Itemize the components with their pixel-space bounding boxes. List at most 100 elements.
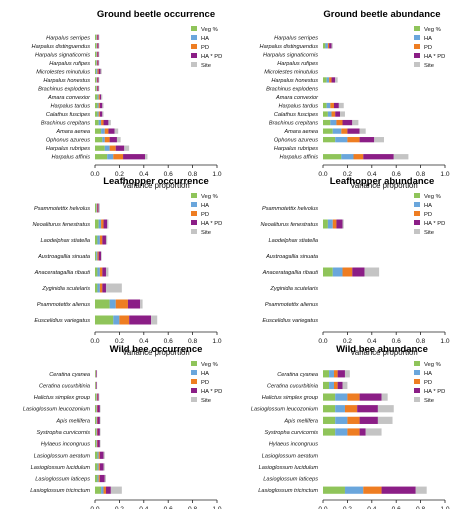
chart-6-bar-ha-pd xyxy=(357,405,378,413)
chart-3-category-label: Zyginidia scutelaris xyxy=(41,286,90,292)
chart-1-legend-label: HA xyxy=(201,36,209,42)
chart-3-bar-veg xyxy=(95,267,98,277)
chart-3-panel: Leafhopper occurrence Psammotettix helvol… xyxy=(32,176,222,357)
chart-3-bar-veg xyxy=(95,251,97,261)
chart-2-bar-pd xyxy=(327,43,330,49)
chart-3-x-tick-label: 0.6 xyxy=(164,338,173,345)
chart-1-bar-ha-pd xyxy=(99,111,103,117)
chart-5-x-tick-label: 1.0 xyxy=(212,506,221,509)
chart-5-category-label: Apis mellifera xyxy=(55,418,90,424)
chart-3-bar-pd xyxy=(99,283,103,293)
chart-2-bar-ha xyxy=(341,154,354,160)
chart-1-legend-swatch xyxy=(191,35,197,40)
chart-1-x-axis-label: Variance proportion xyxy=(122,181,189,190)
chart-1-category-label: Harpalus serripes xyxy=(46,35,90,41)
chart-4-x-axis-label: Variance proportion xyxy=(350,348,417,357)
chart-2-category-label: Harpalus rufipes xyxy=(277,61,318,67)
chart-3-bar-site xyxy=(151,315,158,325)
chart-2-category-label: Calathus fuscipes xyxy=(274,112,318,118)
chart-4-x-tick-label: 0.0 xyxy=(318,338,327,345)
chart-4-x-tick-label: 0.4 xyxy=(367,338,376,345)
chart-1-bar-ha-pd xyxy=(115,145,125,151)
chart-3-bar-ha xyxy=(97,235,100,245)
chart-6-legend-label: Site xyxy=(424,398,434,404)
chart-6-category-label: Lasioglossum laticeps xyxy=(263,477,318,483)
chart-5-legend-label: HA * PD xyxy=(201,389,222,395)
chart-2-bar-site xyxy=(352,119,359,126)
chart-4-bar-veg xyxy=(323,219,328,229)
chart-5-panel: Wild bee occurrence Ceratina cyanea Cerati… xyxy=(23,344,222,509)
chart-6-bar-ha-pd xyxy=(381,486,416,494)
chart-4-category-label: Psammotettix helvolus xyxy=(262,206,318,212)
chart-1-category-label: Harpalus tardus xyxy=(51,104,91,110)
chart-1-bar-pd xyxy=(101,119,104,126)
chart-4-category-label: Zyginidia scutelaris xyxy=(269,286,318,292)
chart-6-bar-site xyxy=(377,405,394,413)
chart-2-x-tick-label: 0.6 xyxy=(392,171,401,178)
chart-6-legend-swatch xyxy=(414,397,420,402)
chart-3-bar-pd xyxy=(96,203,98,213)
chart-3-legend-swatch xyxy=(191,229,197,234)
chart-2-bar-veg xyxy=(323,111,328,117)
chart-3-bar-ha-pd xyxy=(102,235,106,245)
chart-5-bar-veg xyxy=(95,474,98,483)
chart-1-bar-veg xyxy=(95,119,99,126)
chart-5-category-label: Lasioglossum lucidulum xyxy=(31,465,91,471)
chart-1-bar-veg xyxy=(95,77,97,83)
chart-1-x-tick-label: 1.0 xyxy=(212,171,221,178)
chart-2-bar-ha-pd xyxy=(359,137,375,143)
chart-2-bar-veg xyxy=(323,128,333,134)
chart-6-category-label: Lasioglossum aeratum xyxy=(262,453,319,459)
chart-5-bar-ha xyxy=(97,474,99,483)
chart-6-bar-ha-pd xyxy=(359,416,378,424)
chart-4-x-tick-label: 0.2 xyxy=(343,338,352,345)
chart-3-bar-ha xyxy=(97,283,100,293)
chart-6-bar-veg xyxy=(323,381,330,390)
chart-1-bar-ha-pd xyxy=(103,119,109,126)
chart-5-bar-ha-pd xyxy=(97,416,100,424)
chart-2-category-label: Amara convexior xyxy=(275,95,319,101)
chart-5-bar-ha-pd xyxy=(97,405,100,413)
chart-3-bar-veg xyxy=(95,299,110,309)
chart-5-legend-label: Veg % xyxy=(201,362,218,368)
chart-1-category-label: Brachinus explodens xyxy=(38,86,90,92)
chart-6-legend-label: HA * PD xyxy=(424,389,445,395)
chart-4-bar-ha xyxy=(327,219,333,229)
chart-4-category-label: Psammotettix alienus xyxy=(265,302,318,308)
chart-6-bar-veg xyxy=(323,393,336,401)
chart-2-bar-pd xyxy=(329,77,332,83)
chart-6-bar-site xyxy=(365,428,382,436)
chart-5-bar-veg xyxy=(95,381,96,390)
chart-1-bar-ha-pd xyxy=(97,60,99,66)
chart-5-bar-ha-pd xyxy=(99,463,104,471)
chart-5-category-label: Lasioglossum aeratum xyxy=(34,453,91,459)
chart-6-bar-ha-pd xyxy=(337,370,345,378)
chart-6-category-label: Hylaeus incongruus xyxy=(269,442,318,448)
chart-3-x-tick-label: 0.8 xyxy=(188,338,197,345)
chart-5-bar-veg xyxy=(95,486,102,494)
chart-2-legend-label: PD xyxy=(424,45,432,51)
chart-3-legend-label: HA xyxy=(201,203,209,209)
chart-1-legend-label: HA * PD xyxy=(201,54,222,60)
chart-5-x-tick-label: 0.2 xyxy=(115,506,124,509)
chart-6-bar-veg xyxy=(323,416,336,424)
chart-5-bar-pd xyxy=(103,486,106,494)
chart-3-bar-veg xyxy=(95,203,97,213)
chart-1-bar-veg xyxy=(95,145,105,151)
chart-5-bar-veg xyxy=(95,440,97,448)
chart-6-bar-ha xyxy=(335,428,348,436)
chart-5-bar-pd xyxy=(96,405,98,413)
chart-1-bar-site xyxy=(98,34,100,40)
chart-1-category-label: Harpalus signaticornis xyxy=(35,52,90,58)
chart-5-bar-ha xyxy=(96,428,97,436)
chart-1-bar-site xyxy=(124,145,130,151)
chart-6-bar-site xyxy=(377,416,393,424)
chart-5-legend-label: HA xyxy=(201,371,209,377)
chart-4-bar-ha xyxy=(332,267,343,277)
chart-6-bar-pd xyxy=(347,393,360,401)
chart-3-bar-site xyxy=(105,267,109,277)
chart-4-bar-veg xyxy=(323,267,333,277)
chart-1-category-label: Amara convexior xyxy=(47,95,91,101)
chart-1-bar-ha xyxy=(96,85,97,92)
chart-5-bar-pd xyxy=(96,440,98,448)
